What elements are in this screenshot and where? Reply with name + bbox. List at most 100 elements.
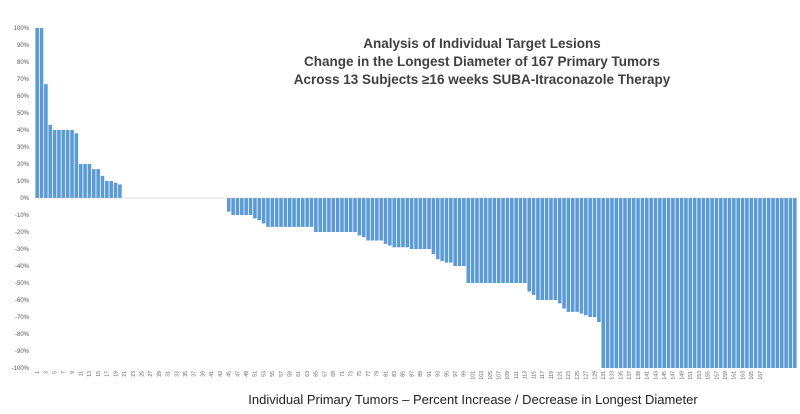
bar-tumor-62: [301, 198, 305, 227]
bar-tumor-69: [331, 198, 336, 232]
bar-tumor-116: [536, 198, 540, 300]
bar-tumor-50: [248, 198, 253, 215]
x-tick-label: 29: [157, 371, 163, 377]
bar-tumor-95: [444, 198, 449, 263]
x-tick-label: 87: [409, 371, 415, 377]
chart-title-line-1: Analysis of Individual Target Lesions: [363, 36, 601, 51]
bar-tumor-144: [658, 198, 662, 368]
x-tick-label: 73: [348, 371, 354, 377]
bar-tumor-120: [553, 198, 558, 300]
bar-tumor-135: [618, 198, 623, 368]
bar-tumor-48: [240, 198, 244, 215]
x-tick-label: 59: [288, 371, 294, 377]
bar-tumor-93: [435, 198, 440, 260]
bar-tumor-72: [344, 198, 349, 232]
bar-tumor-146: [666, 198, 671, 368]
bar-tumor-117: [540, 198, 545, 300]
x-tick-label: 85: [401, 371, 407, 377]
bar-tumor-47: [235, 198, 240, 215]
bar-tumor-129: [592, 198, 597, 317]
bar-tumor-87: [409, 198, 414, 249]
x-tick-label: 3: [44, 371, 50, 374]
bar-tumor-172: [779, 198, 784, 368]
x-tick-label: 141: [645, 371, 651, 380]
x-tick-label: 149: [679, 371, 685, 380]
bar-tumor-109: [505, 198, 510, 283]
bar-tumor-45: [226, 198, 231, 212]
x-tick-label: 17: [105, 371, 111, 377]
x-tick-label: 75: [357, 371, 363, 377]
x-tick-label: 135: [618, 371, 624, 380]
bar-tumor-85: [401, 198, 405, 248]
bar-tumor-174: [788, 198, 793, 368]
bar-tumor-2: [39, 28, 44, 198]
x-tick-label: 165: [749, 371, 755, 380]
bar-tumor-127: [584, 198, 588, 316]
x-tick-label: 127: [584, 371, 590, 380]
x-tick-label: 79: [375, 371, 381, 377]
x-tick-label: 11: [79, 371, 85, 376]
bar-tumor-6: [57, 130, 61, 198]
bar-tumor-60: [292, 198, 296, 227]
chart-title: Analysis of Individual Target Lesions Ch…: [294, 36, 671, 87]
bar-tumor-170: [771, 198, 775, 368]
x-tick-label: 33: [174, 371, 180, 377]
x-tick-label: 55: [270, 371, 276, 377]
bar-tumor-52: [257, 198, 262, 221]
bar-tumor-167: [758, 198, 762, 368]
bar-tumor-122: [562, 198, 566, 309]
bar-tumor-145: [662, 198, 666, 368]
bar-tumor-53: [261, 198, 266, 224]
bar-tumor-5: [52, 130, 57, 198]
x-tick-label: 47: [235, 371, 241, 377]
bar-tumor-76: [361, 198, 366, 238]
y-tick-label: 20%: [17, 162, 30, 168]
bar-tumor-64: [309, 198, 314, 227]
bar-tumor-54: [266, 198, 270, 227]
bar-tumor-66: [318, 198, 322, 232]
bar-tumor-121: [557, 198, 562, 304]
bar-tumor-74: [353, 198, 357, 232]
x-tick-label: 63: [305, 371, 311, 377]
bar-tumor-158: [719, 198, 723, 368]
bar-tumor-94: [440, 198, 444, 261]
y-tick-label: 10%: [17, 179, 30, 185]
x-tick-label: 5: [52, 371, 58, 374]
bar-tumor-155: [705, 198, 710, 368]
x-tick-label: 57: [279, 371, 285, 377]
bar-tumor-115: [531, 198, 536, 295]
bar-tumor-19: [113, 182, 118, 198]
x-tick-label: 71: [340, 371, 346, 377]
x-tick-label: 151: [688, 371, 694, 380]
x-tick-label: 163: [740, 371, 746, 380]
bar-tumor-106: [492, 198, 497, 283]
bar-tumor-173: [784, 198, 788, 368]
x-tick-label: 43: [218, 371, 224, 377]
y-tick-label: -10%: [15, 213, 30, 219]
bar-tumor-133: [610, 198, 614, 368]
bar-tumor-18: [109, 181, 113, 198]
x-tick-label: 119: [549, 371, 555, 379]
bar-tumor-160: [727, 198, 732, 368]
bar-tumor-75: [357, 198, 362, 236]
x-tick-label: 7: [61, 371, 67, 374]
bar-tumor-171: [775, 198, 780, 368]
x-tick-label: 81: [383, 371, 389, 377]
bar-tumor-141: [644, 198, 649, 368]
x-tick-label: 139: [636, 371, 642, 380]
bar-tumor-61: [296, 198, 301, 227]
x-tick-label: 125: [575, 371, 581, 380]
bar-tumor-12: [83, 164, 87, 198]
x-tick-label: 123: [566, 371, 572, 380]
x-tick-label: 31: [166, 371, 172, 377]
x-tick-label: 45: [227, 371, 233, 377]
bar-tumor-138: [631, 198, 636, 368]
y-tick-label: -50%: [15, 281, 30, 287]
x-tick-label: 107: [497, 371, 503, 380]
y-tick-label: 50%: [17, 111, 30, 117]
bar-tumor-110: [510, 198, 514, 283]
bar-tumor-166: [753, 198, 758, 368]
bar-tumor-151: [688, 198, 693, 368]
bar-tumor-162: [736, 198, 740, 368]
